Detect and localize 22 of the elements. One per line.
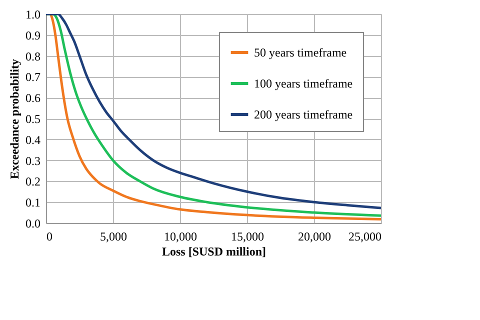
y-tick-label: 0.0: [26, 216, 40, 230]
y-tick-label: 0.5: [26, 112, 40, 126]
x-tick-label: 15,000: [231, 230, 264, 244]
x-tick-label: 25,000: [348, 230, 382, 244]
y-tick-label: 0.1: [26, 196, 40, 210]
y-tick-label: 0.9: [26, 28, 40, 42]
y-axis-title: Exceedance probability: [8, 58, 22, 180]
y-tick-label: 0.8: [26, 49, 40, 64]
x-tick-label: 5,000: [100, 230, 127, 244]
legend-label: 50 years timeframe: [254, 46, 347, 60]
x-tick-label: 20,000: [298, 230, 331, 244]
legend-label: 100 years timeframe: [254, 76, 353, 90]
y-tick-label: 0.7: [26, 70, 40, 84]
y-tick-label: 0.4: [26, 132, 40, 147]
x-tick-label: 10,000: [164, 230, 197, 244]
y-tick-label: 0.2: [26, 174, 40, 189]
legend-label: 200 years timeframe: [254, 108, 353, 122]
x-axis-title: Loss [SUSD million]: [162, 244, 266, 258]
y-tick-label: 0.6: [26, 91, 40, 106]
y-tick-label: 1.0: [26, 8, 40, 22]
y-tick-label: 0.3: [26, 154, 40, 168]
x-tick-label: 0: [46, 230, 52, 244]
